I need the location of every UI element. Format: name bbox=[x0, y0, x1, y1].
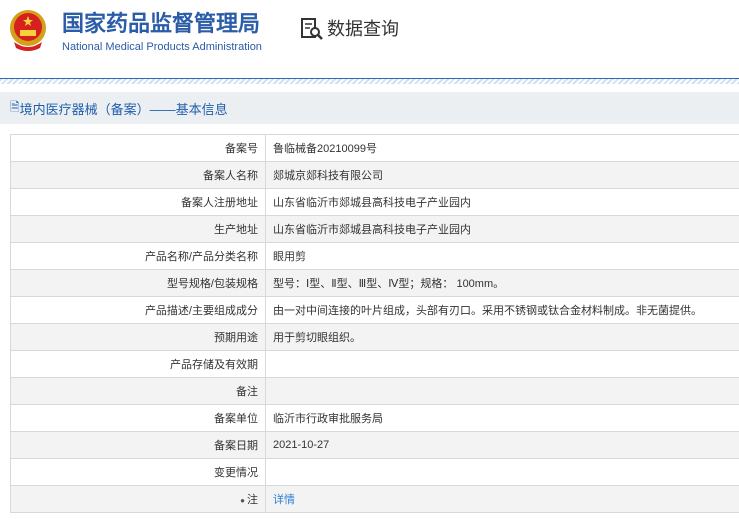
site-subtitle: National Medical Products Administration bbox=[62, 41, 262, 53]
pin-icon: ● bbox=[240, 496, 245, 505]
detail-table: 备案号 鲁临械备20210099号 备案人名称 郯城京郯科技有限公司 备案人注册地址 山东… bbox=[10, 134, 739, 513]
site-header: 国家药品监督管理局 National Medical Products Admi… bbox=[0, 0, 739, 78]
row-label-text: 备案日期 bbox=[214, 440, 258, 452]
table-row: 产品描述/主要组成成分 由一对中间连接的叶片组成，头部有刃口。采用不锈钢或钛合金材… bbox=[10, 296, 739, 324]
row-label: 备案单位 bbox=[10, 404, 266, 432]
row-label: 产品描述/主要组成成分 bbox=[10, 296, 266, 324]
row-label: 产品名称/产品分类名称 bbox=[10, 242, 266, 270]
table-row: 变更情况 bbox=[10, 458, 739, 486]
row-label: 型号规格/包装规格 bbox=[10, 269, 266, 297]
row-value bbox=[265, 350, 739, 378]
table-row: 型号规格/包装规格 型号：Ⅰ型、Ⅱ型、Ⅲ型、Ⅳ型；规格： 100mm。 bbox=[10, 269, 739, 297]
row-label: 备案号 bbox=[10, 134, 266, 162]
table-row: 生产地址 山东省临沂市郯城县高科技电子产业园内 bbox=[10, 215, 739, 243]
row-label: 备案人注册地址 bbox=[10, 188, 266, 216]
row-label-text: 备案人名称 bbox=[203, 170, 258, 182]
row-label: 备案日期 bbox=[10, 431, 266, 459]
row-value: 由一对中间连接的叶片组成，头部有刃口。采用不锈钢或钛合金材料制成。非无菌提供。 bbox=[265, 296, 739, 324]
row-label-text: 产品名称/产品分类名称 bbox=[144, 251, 258, 263]
row-label: ● 注 bbox=[10, 485, 266, 513]
header-divider bbox=[0, 78, 739, 84]
table-row: 备案日期 2021-10-27 bbox=[10, 431, 739, 459]
row-value: 郯城京郯科技有限公司 bbox=[265, 161, 739, 189]
row-value bbox=[265, 377, 739, 405]
row-label-text: 备案号 bbox=[225, 143, 258, 155]
table-row: 备注 bbox=[10, 377, 739, 405]
table-row: 备案单位 临沂市行政审批服务局 bbox=[10, 404, 739, 432]
row-value: 眼用剪 bbox=[265, 242, 739, 270]
row-value: 用于剪切眼组织。 bbox=[265, 323, 739, 351]
row-value: 山东省临沂市郯城县高科技电子产业园内 bbox=[265, 188, 739, 216]
row-label: 预期用途 bbox=[10, 323, 266, 351]
breadcrumb-text: 境内医疗器械（备案）——基本信息 bbox=[19, 101, 228, 117]
table-row: 产品存储及有效期 bbox=[10, 350, 739, 378]
row-label: 备注 bbox=[10, 377, 266, 405]
details-link[interactable]: 详情 bbox=[265, 485, 739, 513]
row-label-text: 备案单位 bbox=[214, 413, 258, 425]
row-label-text: 备案人注册地址 bbox=[181, 197, 258, 209]
row-label-text: 变更情况 bbox=[214, 467, 258, 479]
national-emblem-icon bbox=[10, 10, 46, 51]
document-search-icon bbox=[301, 18, 323, 40]
row-label: 生产地址 bbox=[10, 215, 266, 243]
table-row: ● 注详情 bbox=[10, 485, 739, 513]
row-label: 变更情况 bbox=[10, 458, 266, 486]
row-value: 鲁临械备20210099号 bbox=[265, 134, 739, 162]
table-row: 备案人注册地址 山东省临沂市郯城县高科技电子产业园内 bbox=[10, 188, 739, 216]
table-row: 产品名称/产品分类名称 眼用剪 bbox=[10, 242, 739, 270]
row-value: 型号：Ⅰ型、Ⅱ型、Ⅲ型、Ⅳ型；规格： 100mm。 bbox=[265, 269, 739, 297]
table-row: 备案人名称 郯城京郯科技有限公司 bbox=[10, 161, 739, 189]
row-label-text: 备注 bbox=[236, 386, 258, 398]
data-query-link[interactable]: 数据查询 bbox=[300, 16, 399, 42]
data-query-label: 数据查询 bbox=[327, 19, 399, 39]
breadcrumb: 🗎 境内医疗器械（备案）——基本信息 bbox=[0, 92, 739, 124]
site-title: 国家药品监督管理局 bbox=[62, 11, 261, 36]
row-label-text: 生产地址 bbox=[214, 224, 258, 236]
row-value: 山东省临沂市郯城县高科技电子产业园内 bbox=[265, 215, 739, 243]
row-label-text: 产品描述/主要组成成分 bbox=[144, 305, 258, 317]
row-label-text: 注 bbox=[247, 494, 258, 506]
row-value: 临沂市行政审批服务局 bbox=[265, 404, 739, 432]
table-row: 预期用途 用于剪切眼组织。 bbox=[10, 323, 739, 351]
table-row: 备案号 鲁临械备20210099号 bbox=[10, 134, 739, 162]
row-label-text: 型号规格/包装规格 bbox=[166, 278, 258, 290]
row-label-text: 预期用途 bbox=[214, 332, 258, 344]
row-value: 2021-10-27 bbox=[265, 431, 739, 459]
row-value bbox=[265, 458, 739, 486]
row-label: 产品存储及有效期 bbox=[10, 350, 266, 378]
row-label: 备案人名称 bbox=[10, 161, 266, 189]
row-label-text: 产品存储及有效期 bbox=[170, 359, 258, 371]
document-icon: 🗎 bbox=[10, 99, 20, 114]
